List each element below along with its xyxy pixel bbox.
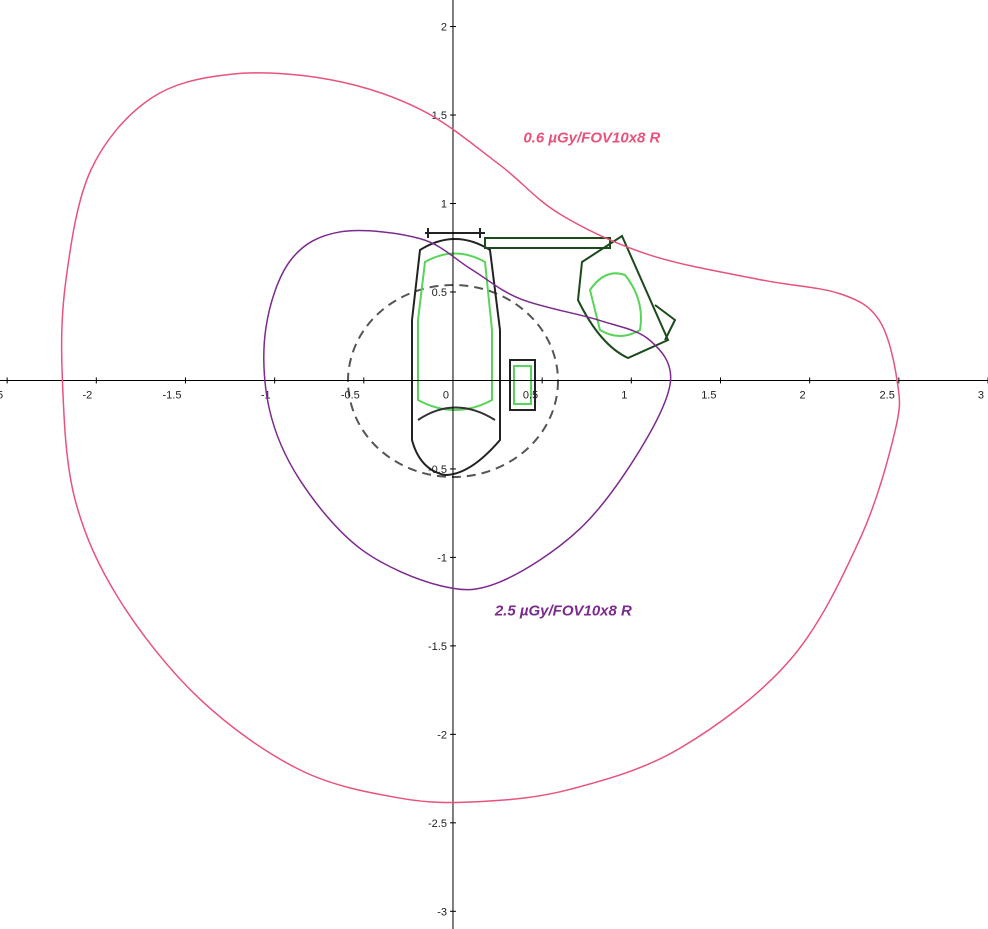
tube-window: [588, 272, 642, 337]
patient-outline: [417, 252, 493, 411]
y-tick-label: 0.5: [432, 287, 447, 299]
x-tick-label: 3: [978, 389, 984, 401]
isodose-curve: [60, 72, 901, 804]
x-tick-label: -0.5: [341, 389, 360, 401]
y-tick-label: -3: [437, 906, 447, 918]
x-tick-label: -2: [83, 389, 93, 401]
series-label: 0.6 µGy/FOV10x8 R: [523, 130, 660, 147]
device-drawing: [347, 228, 677, 478]
x-tick-label: -1: [261, 389, 271, 401]
x-tick-label: 1: [621, 389, 627, 401]
x-tick-label: 1.5: [701, 389, 716, 401]
tube-knob: [654, 304, 677, 341]
y-tick-label: -2: [437, 729, 447, 741]
y-tick-label: 2: [441, 22, 447, 34]
headrest: [425, 228, 485, 238]
x-tick-label: -2.5: [0, 389, 3, 401]
control-box-inner: [513, 365, 532, 405]
y-tick-label: -1: [437, 552, 447, 564]
tube-head: [576, 234, 670, 360]
x-tick-label: 2: [800, 389, 806, 401]
x-tick-label: 0: [443, 389, 449, 401]
x-tick-label: 2.5: [880, 389, 895, 401]
x-tick-label: 0.5: [523, 389, 538, 401]
x-tick-label: -1.5: [163, 389, 182, 401]
arm: [484, 237, 611, 249]
isodose-curve: [263, 229, 672, 591]
y-tick-label: -2.5: [428, 818, 447, 830]
chair-seat: [417, 406, 496, 421]
control-box: [509, 359, 536, 411]
y-tick-label: -1.5: [428, 641, 447, 653]
series-label: 2.5 µGy/FOV10x8 R: [494, 603, 632, 620]
y-tick-label: 1.5: [432, 110, 447, 122]
chair-outline: [411, 238, 501, 477]
y-tick-label: -0.5: [428, 464, 447, 476]
y-tick-label: 1: [441, 198, 447, 210]
